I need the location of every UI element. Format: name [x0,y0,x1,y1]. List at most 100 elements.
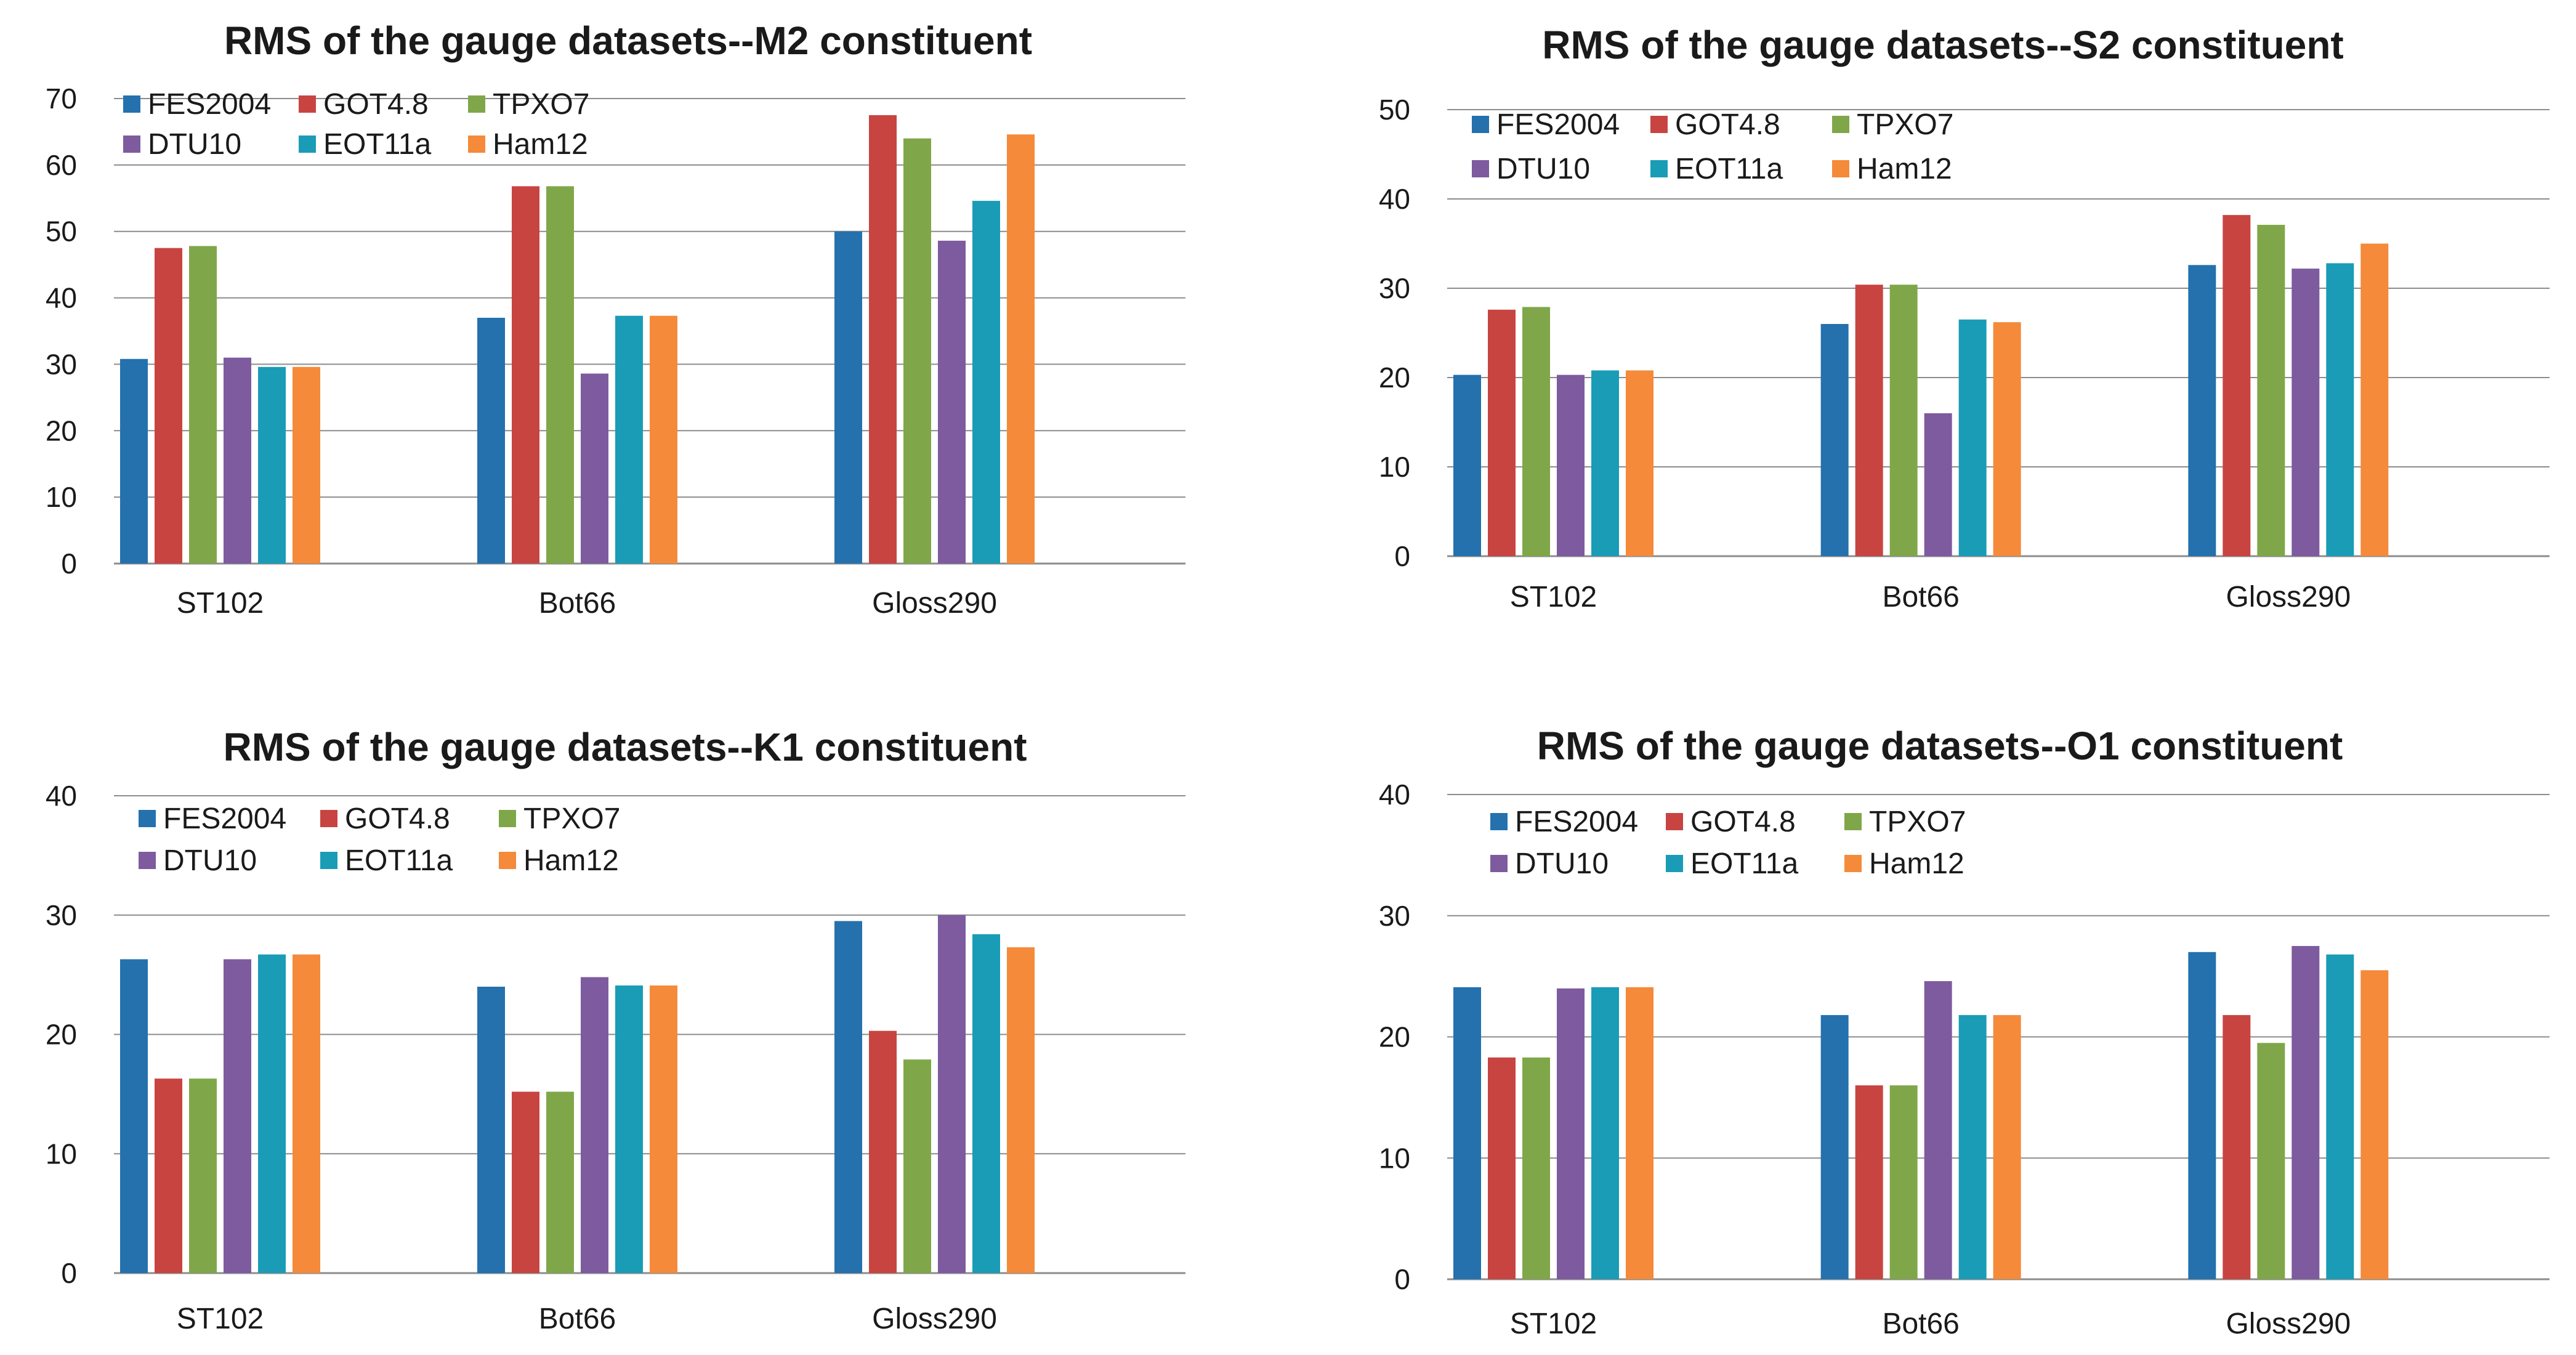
legend-label-ham12: Ham12 [493,128,588,161]
bar-ham12-st102 [293,954,320,1273]
bar-ham12-st102 [293,366,320,564]
bar-dtu10-gloss290 [2291,269,2320,556]
bar-ham12-bot66 [1993,1015,2021,1279]
bar-eot11a-bot66 [1958,319,1987,556]
bar-got4-8-st102 [1488,1057,1516,1279]
y-tick-label: 0 [61,548,77,580]
bar-tpxo7-gloss290 [2257,225,2285,556]
bar-dtu10-st102 [224,357,251,564]
legend-swatch-tpxo7 [1844,813,1862,830]
bar-tpxo7-gloss290 [2257,1043,2285,1279]
legend-swatch-ham12 [499,852,516,869]
bar-tpxo7-bot66 [546,186,574,564]
legend-label-got4-8: GOT4.8 [1675,108,1780,141]
chart-title: RMS of the gauge datasets--S2 constituen… [1542,23,2343,67]
bar-eot11a-st102 [258,366,286,564]
category-label-st102: ST102 [1510,581,1597,613]
bar-ham12-gloss290 [2360,243,2389,556]
legend-swatch-fes2004 [123,95,140,113]
bar-fes2004-bot66 [1820,1015,1849,1279]
y-tick-label: 50 [1379,94,1410,126]
bar-fes2004-st102 [1453,374,1481,556]
bar-got4-8-gloss290 [869,1030,897,1273]
y-tick-label: 50 [46,216,77,248]
category-label-gloss290: Gloss290 [2226,581,2351,613]
chart-title: RMS of the gauge datasets--M2 constituen… [224,18,1032,63]
chart-title: RMS of the gauge datasets--O1 constituen… [1537,724,2343,768]
bar-dtu10-bot66 [581,373,608,564]
y-tick-label: 70 [46,83,77,115]
legend-swatch-eot11a [1666,855,1683,872]
category-label-bot66: Bot66 [1882,1308,1959,1340]
legend-label-got4-8: GOT4.8 [323,88,429,121]
legend-swatch-eot11a [1650,160,1668,177]
bar-got4-8-st102 [1488,309,1516,556]
legend-swatch-eot11a [320,852,337,869]
legend-label-ham12: Ham12 [1857,153,1952,185]
bar-dtu10-gloss290 [938,240,966,564]
legend-label-tpxo7: TPXO7 [493,88,589,121]
chart-k1: RMS of the gauge datasets--K1 constituen… [46,725,1185,1335]
legend-label-dtu10: DTU10 [148,128,241,161]
legend-swatch-got4-8 [1650,116,1668,133]
legend-label-ham12: Ham12 [523,844,619,877]
legend-swatch-got4-8 [299,95,316,113]
y-tick-label: 10 [46,1138,77,1170]
chart-m2: RMS of the gauge datasets--M2 constituen… [46,18,1185,620]
chart-title: RMS of the gauge datasets--K1 constituen… [224,725,1027,769]
y-tick-label: 60 [46,149,77,181]
bar-ham12-st102 [1626,370,1653,556]
y-tick-label: 20 [46,415,77,447]
y-tick-label: 10 [1379,1142,1410,1174]
bar-tpxo7-bot66 [546,1091,574,1273]
bar-ham12-gloss290 [1007,134,1035,564]
y-tick-label: 30 [1379,272,1410,304]
bar-eot11a-gloss290 [972,934,1000,1273]
y-tick-label: 10 [1379,451,1410,483]
legend-label-tpxo7: TPXO7 [523,803,620,835]
bar-dtu10-bot66 [581,977,608,1273]
legend-label-fes2004: FES2004 [1496,108,1620,141]
bar-got4-8-gloss290 [2223,1015,2251,1279]
y-tick-label: 40 [1379,779,1410,811]
bar-eot11a-bot66 [1958,1015,1987,1279]
legend-swatch-tpxo7 [499,810,516,827]
legend-swatch-dtu10 [1472,160,1489,177]
legend-label-tpxo7: TPXO7 [1857,108,1953,141]
bar-fes2004-st102 [1453,987,1481,1279]
bar-tpxo7-bot66 [1889,1085,1918,1279]
y-tick-label: 20 [1379,1021,1410,1053]
y-tick-label: 30 [46,348,77,380]
y-tick-label: 20 [46,1019,77,1051]
legend-label-eot11a: EOT11a [323,128,432,161]
bar-tpxo7-gloss290 [903,1059,931,1273]
bar-fes2004-gloss290 [834,231,862,564]
legend-label-got4-8: GOT4.8 [1690,806,1796,838]
bar-got4-8-st102 [155,248,182,564]
legend-swatch-got4-8 [320,810,337,827]
category-label-gloss290: Gloss290 [872,1303,997,1335]
category-label-bot66: Bot66 [1882,581,1959,613]
bar-fes2004-gloss290 [834,921,862,1273]
y-tick-label: 10 [46,481,77,513]
legend-swatch-ham12 [468,136,485,153]
bar-dtu10-bot66 [1924,981,1952,1279]
bar-eot11a-bot66 [615,315,643,564]
bar-got4-8-bot66 [1855,285,1883,556]
legend-swatch-eot11a [299,136,316,153]
y-tick-label: 20 [1379,362,1410,394]
y-tick-label: 40 [1379,183,1410,215]
y-tick-label: 30 [1379,900,1410,932]
bar-eot11a-st102 [1591,987,1619,1279]
legend-label-ham12: Ham12 [1869,847,1964,880]
bar-fes2004-st102 [120,358,148,564]
y-tick-label: 0 [1394,540,1410,572]
bar-got4-8-st102 [155,1078,182,1273]
bar-fes2004-bot66 [477,987,505,1273]
bar-dtu10-gloss290 [938,915,966,1273]
category-label-bot66: Bot66 [539,1303,616,1335]
legend-label-got4-8: GOT4.8 [345,803,450,835]
legend-swatch-dtu10 [123,136,140,153]
legend-label-eot11a: EOT11a [1675,153,1783,185]
